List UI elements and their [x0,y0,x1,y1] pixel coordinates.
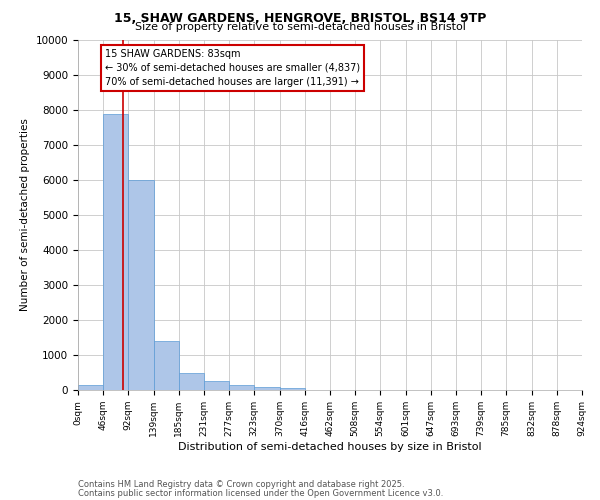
Text: Contains public sector information licensed under the Open Government Licence v3: Contains public sector information licen… [78,488,443,498]
Bar [154,341,179,390]
Bar [103,114,128,390]
X-axis label: Distribution of semi-detached houses by size in Bristol: Distribution of semi-detached houses by … [178,442,482,452]
Text: 15 SHAW GARDENS: 83sqm
← 30% of semi-detached houses are smaller (4,837)
70% of : 15 SHAW GARDENS: 83sqm ← 30% of semi-det… [105,49,361,87]
Bar [280,388,305,390]
Bar [254,386,280,390]
Text: Contains HM Land Registry data © Crown copyright and database right 2025.: Contains HM Land Registry data © Crown c… [78,480,404,489]
Bar [128,180,154,390]
Text: Size of property relative to semi-detached houses in Bristol: Size of property relative to semi-detach… [134,22,466,32]
Bar [204,381,229,390]
Bar [78,385,103,390]
Y-axis label: Number of semi-detached properties: Number of semi-detached properties [20,118,30,312]
Bar [179,372,204,390]
Text: 15, SHAW GARDENS, HENGROVE, BRISTOL, BS14 9TP: 15, SHAW GARDENS, HENGROVE, BRISTOL, BS1… [114,12,486,26]
Bar [229,385,254,390]
